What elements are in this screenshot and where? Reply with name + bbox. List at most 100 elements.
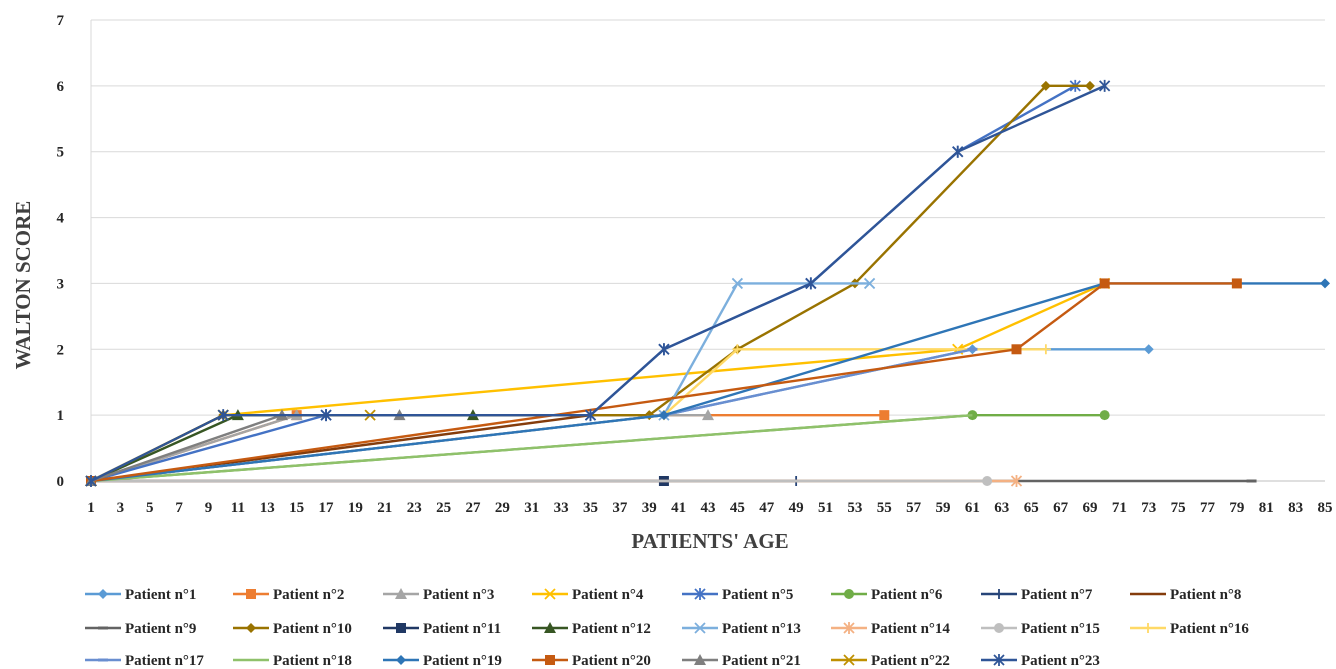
legend-marker-patient-19 (396, 655, 406, 665)
x-tick-29: 29 (495, 500, 510, 516)
point-patient-20-3 (1232, 278, 1242, 288)
series-patient-20 (86, 278, 1242, 486)
x-tick-31: 31 (524, 500, 539, 516)
x-tick-7: 7 (175, 500, 183, 516)
legend-item-patient-18: Patient n°18 (233, 653, 352, 669)
series-line-patient-20 (91, 283, 1237, 481)
legend-label-patient-7: Patient n°7 (1021, 587, 1093, 603)
y-tick-6: 6 (57, 79, 65, 95)
legend-item-patient-11: Patient n°11 (383, 621, 501, 637)
x-tick-5: 5 (146, 500, 154, 516)
x-tick-79: 79 (1229, 500, 1244, 516)
legend-label-patient-11: Patient n°11 (423, 621, 501, 637)
x-tick-17: 17 (319, 500, 335, 516)
x-tick-59: 59 (936, 500, 951, 516)
legend-label-patient-17: Patient n°17 (125, 653, 204, 669)
series-line-patient-6 (91, 415, 1105, 481)
y-tick-5: 5 (57, 145, 65, 161)
x-tick-71: 71 (1112, 500, 1127, 516)
legend-label-patient-5: Patient n°5 (722, 587, 793, 603)
x-tick-49: 49 (789, 500, 804, 516)
x-tick-11: 11 (231, 500, 245, 516)
legend: Patient n°1 Patient n°2 Patient n°3 Patient… (85, 587, 1249, 669)
series-patient-13 (86, 278, 875, 486)
legend-item-patient-20: Patient n°20 (532, 653, 651, 669)
point-patient-15-1 (982, 476, 992, 486)
series-patient-4 (86, 278, 1110, 486)
x-tick-47: 47 (759, 500, 775, 516)
point-patient-20-1 (1012, 344, 1022, 354)
x-tick-55: 55 (877, 500, 892, 516)
y-tick-7: 7 (57, 13, 65, 29)
x-tick-19: 19 (348, 500, 363, 516)
legend-item-patient-2: Patient n°2 (233, 587, 344, 603)
y-tick-labels: 0 1 2 3 4 5 6 7 (57, 13, 65, 490)
y-tick-4: 4 (57, 211, 65, 227)
legend-item-patient-22: Patient n°22 (831, 653, 950, 669)
legend-item-patient-12: Patient n°12 (532, 621, 651, 637)
legend-marker-patient-7 (994, 589, 1004, 599)
x-tick-57: 57 (906, 500, 922, 516)
legend-item-patient-4: Patient n°4 (532, 587, 644, 603)
x-tick-73: 73 (1141, 500, 1156, 516)
x-tick-45: 45 (730, 500, 745, 516)
series-patient-6 (86, 410, 1110, 486)
x-tick-3: 3 (117, 500, 125, 516)
legend-item-patient-15: Patient n°15 (981, 621, 1100, 637)
legend-label-patient-2: Patient n°2 (273, 587, 344, 603)
legend-item-patient-19: Patient n°19 (383, 653, 502, 669)
legend-label-patient-10: Patient n°10 (273, 621, 352, 637)
y-tick-1: 1 (57, 408, 65, 424)
legend-item-patient-17: Patient n°17 (85, 653, 204, 669)
legend-marker-patient-20 (545, 655, 555, 665)
legend-item-patient-7: Patient n°7 (981, 587, 1093, 603)
x-tick-83: 83 (1288, 500, 1303, 516)
legend-label-patient-6: Patient n°6 (871, 587, 943, 603)
x-tick-61: 61 (965, 500, 980, 516)
legend-label-patient-23: Patient n°23 (1021, 653, 1100, 669)
legend-label-patient-12: Patient n°12 (572, 621, 651, 637)
legend-item-patient-8: Patient n°8 (1130, 587, 1241, 603)
x-tick-33: 33 (554, 500, 569, 516)
legend-label-patient-9: Patient n°9 (125, 621, 196, 637)
legend-item-patient-9: Patient n°9 (85, 621, 196, 637)
legend-item-patient-14: Patient n°14 (831, 621, 950, 637)
x-tick-77: 77 (1200, 500, 1216, 516)
legend-label-patient-15: Patient n°15 (1021, 621, 1100, 637)
legend-marker-patient-2 (246, 589, 256, 599)
y-axis-title: WALTON SCORE (11, 201, 35, 370)
legend-label-patient-18: Patient n°18 (273, 653, 352, 669)
x-tick-85: 85 (1318, 500, 1333, 516)
x-tick-9: 9 (205, 500, 213, 516)
x-tick-35: 35 (583, 500, 598, 516)
x-tick-67: 67 (1053, 500, 1069, 516)
y-tick-0: 0 (57, 474, 65, 490)
x-tick-37: 37 (612, 500, 628, 516)
legend-label-patient-22: Patient n°22 (871, 653, 950, 669)
x-tick-43: 43 (701, 500, 716, 516)
series-line-patient-19 (91, 283, 1325, 481)
x-tick-41: 41 (671, 500, 686, 516)
legend-label-patient-16: Patient n°16 (1170, 621, 1249, 637)
legend-item-patient-21: Patient n°21 (682, 653, 801, 669)
series-line-patient-18 (91, 415, 972, 481)
x-tick-25: 25 (436, 500, 451, 516)
series-line-patient-21 (91, 415, 400, 481)
x-tick-23: 23 (407, 500, 422, 516)
x-tick-65: 65 (1024, 500, 1039, 516)
legend-item-patient-1: Patient n°1 (85, 587, 196, 603)
series-patient-15 (86, 476, 992, 486)
grid-lines (91, 20, 1325, 415)
point-patient-1-3 (1144, 344, 1154, 354)
y-tick-2: 2 (57, 342, 65, 358)
x-tick-labels: 1 3 5 7 9 11 13 15 17 19 21 23 25 27 29 31 33 35 37 39 41 43 4… (87, 500, 1332, 516)
legend-label-patient-1: Patient n°1 (125, 587, 196, 603)
legend-label-patient-19: Patient n°19 (423, 653, 502, 669)
legend-item-patient-6: Patient n°6 (831, 587, 943, 603)
x-tick-15: 15 (289, 500, 304, 516)
x-tick-13: 13 (260, 500, 275, 516)
legend-item-patient-10: Patient n°10 (233, 621, 352, 637)
legend-marker-patient-6 (844, 589, 854, 599)
legend-label-patient-14: Patient n°14 (871, 621, 950, 637)
